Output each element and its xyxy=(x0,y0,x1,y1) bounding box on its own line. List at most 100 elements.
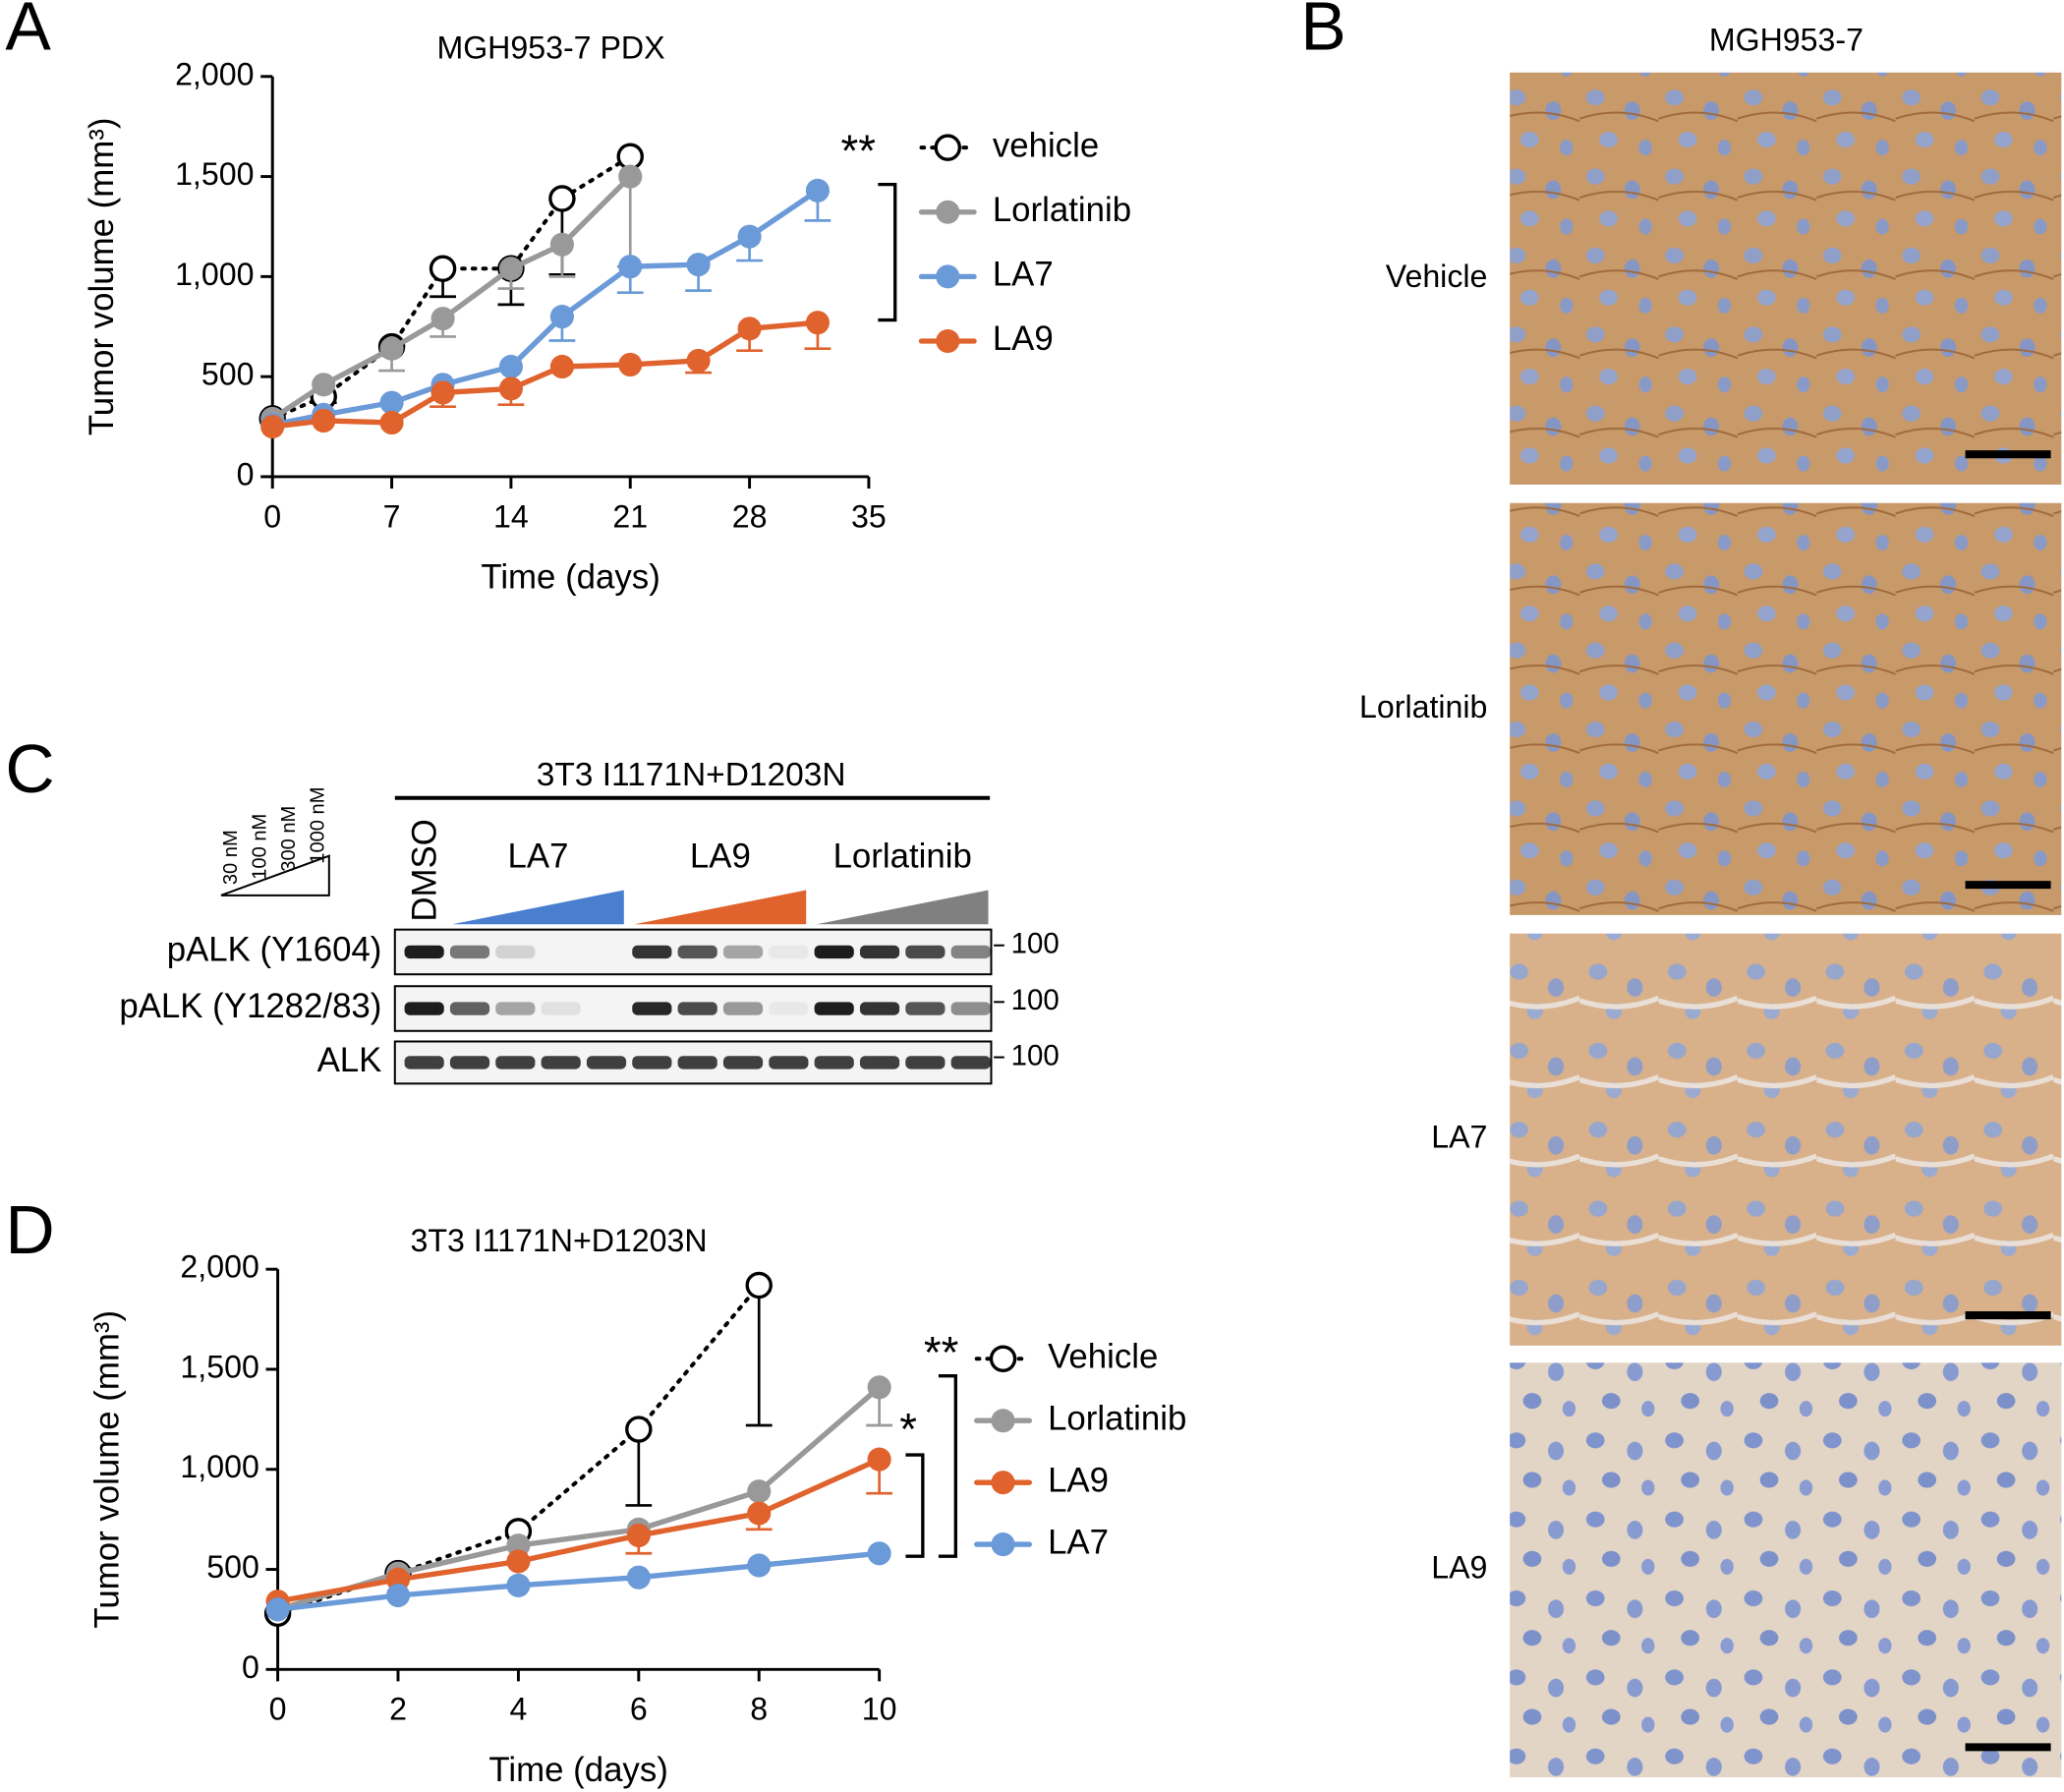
blot-band xyxy=(859,1002,900,1015)
blot-band xyxy=(632,1002,672,1015)
blot-band xyxy=(677,945,717,959)
data-point xyxy=(805,178,830,202)
legend-marker xyxy=(991,1532,1015,1557)
blot-band xyxy=(677,1056,717,1069)
data-point xyxy=(430,307,455,331)
data-point xyxy=(429,255,457,282)
blot-title: 3T3 I1171N+D1203N xyxy=(537,757,846,793)
error-bar xyxy=(616,176,644,268)
mw-label: 100 xyxy=(1011,1039,1060,1071)
data-point xyxy=(506,1573,531,1597)
data-point xyxy=(379,410,404,435)
data-point xyxy=(686,348,711,373)
data-point xyxy=(385,1583,411,1608)
legend-label: vehicle xyxy=(993,126,1099,164)
data-point xyxy=(867,1375,891,1400)
blot-band xyxy=(541,1002,581,1015)
blot-band xyxy=(404,1056,444,1069)
legend-marker xyxy=(936,264,960,289)
blot-band xyxy=(769,945,809,959)
blot-band xyxy=(722,1002,764,1015)
x-tick-label: 0 xyxy=(263,498,281,534)
data-point xyxy=(747,1479,772,1504)
annotation: ** xyxy=(924,1328,958,1378)
x-tick-label: 6 xyxy=(630,1692,648,1727)
data-point xyxy=(265,1597,290,1622)
annotation: * xyxy=(899,1404,917,1454)
blot-band xyxy=(814,945,854,959)
data-point xyxy=(549,354,574,379)
lane-label: LA9 xyxy=(690,838,751,876)
legend-label: LA9 xyxy=(1048,1461,1109,1499)
data-point xyxy=(805,311,830,335)
ihc-image xyxy=(1510,502,2062,915)
data-point xyxy=(498,376,523,401)
concentration-label: 100 nM xyxy=(249,814,270,880)
series-line xyxy=(274,1550,883,1612)
legend-label: Lorlatinib xyxy=(993,191,1131,229)
blot-band xyxy=(814,1056,854,1069)
legend-marker xyxy=(991,1471,1015,1495)
x-tick-label: 21 xyxy=(612,498,648,534)
legend-label: Lorlatinib xyxy=(1048,1399,1186,1437)
data-point xyxy=(686,253,711,277)
blot-row-label: pALK (Y1282/83) xyxy=(119,987,381,1025)
data-point xyxy=(737,224,762,249)
data-point xyxy=(618,164,643,189)
blot-band xyxy=(449,945,490,959)
data-point xyxy=(312,373,336,397)
blot-band xyxy=(722,945,764,959)
data-point xyxy=(625,1416,653,1443)
y-axis-label: Tumor volume (mm³) xyxy=(83,118,121,436)
data-point xyxy=(312,408,336,433)
dose-wedge xyxy=(452,890,624,925)
y-tick-label: 2,000 xyxy=(175,56,254,91)
blot-band xyxy=(814,1002,854,1015)
x-tick-label: 35 xyxy=(851,498,887,534)
x-tick-label: 7 xyxy=(383,498,401,534)
blot-row-label: ALK xyxy=(317,1041,382,1079)
blot-band xyxy=(495,945,536,959)
ihc-title: MGH953-7 xyxy=(1709,22,1863,57)
ihc-row-label: Vehicle xyxy=(1386,259,1488,294)
annotation: ** xyxy=(840,126,875,176)
x-tick-label: 0 xyxy=(269,1692,287,1727)
y-tick-label: 500 xyxy=(206,1549,259,1585)
panel-label: A xyxy=(5,0,51,65)
x-tick-label: 8 xyxy=(750,1692,768,1727)
blot-band xyxy=(541,1056,581,1069)
blot-band xyxy=(632,945,672,959)
dose-wedge xyxy=(816,890,989,925)
blot-band xyxy=(495,1002,536,1015)
legend-marker xyxy=(936,328,960,354)
data-point xyxy=(618,352,643,376)
blot-band xyxy=(769,1056,809,1069)
legend-label: Vehicle xyxy=(1048,1337,1158,1375)
data-point xyxy=(379,336,404,361)
concentration-label: 30 nM xyxy=(220,830,242,885)
ihc-row-label: LA7 xyxy=(1431,1120,1487,1155)
data-point xyxy=(626,1523,651,1547)
y-tick-label: 0 xyxy=(242,1649,259,1685)
blot-band xyxy=(722,1056,764,1069)
series-line xyxy=(269,319,821,430)
legend-label: LA7 xyxy=(993,256,1054,294)
panel-label: C xyxy=(5,730,54,807)
mw-label: 100 xyxy=(1011,984,1060,1016)
data-point xyxy=(548,185,576,212)
data-point xyxy=(260,414,285,439)
panel-label: B xyxy=(1300,0,1346,65)
y-tick-label: 500 xyxy=(201,357,255,392)
x-axis-label: Time (days) xyxy=(488,1751,667,1789)
ihc-image xyxy=(1510,72,2062,485)
blot-band xyxy=(950,1056,991,1069)
legend-marker xyxy=(934,134,962,161)
data-point xyxy=(379,390,404,415)
blot-band xyxy=(586,1056,627,1069)
x-axis-label: Time (days) xyxy=(481,558,659,597)
blot-band xyxy=(905,1056,946,1069)
data-point xyxy=(737,317,762,341)
lane-label: LA7 xyxy=(508,838,569,876)
data-point xyxy=(498,354,523,379)
mw-label: 100 xyxy=(1011,928,1060,960)
